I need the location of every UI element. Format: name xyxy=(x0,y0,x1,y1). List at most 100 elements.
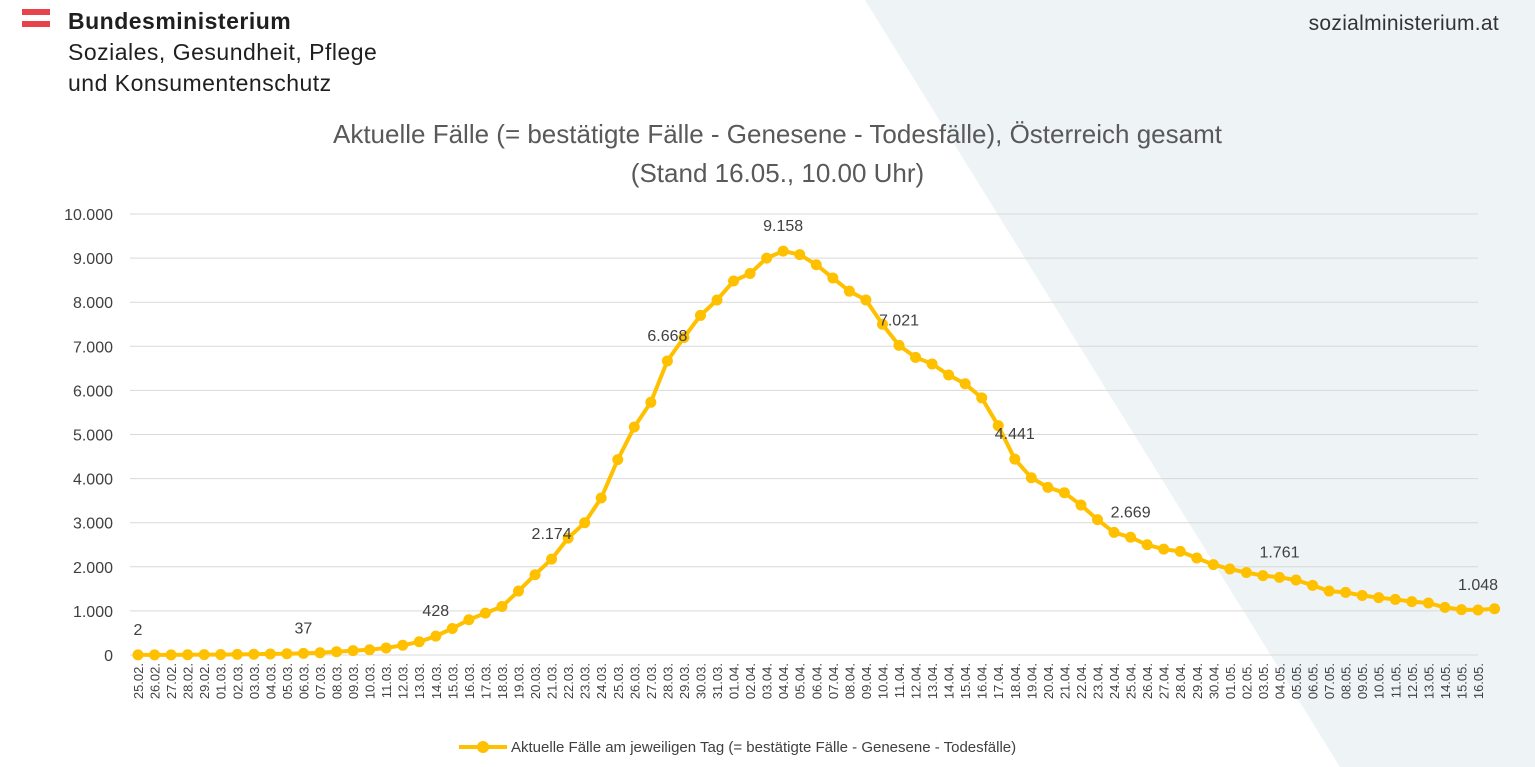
data-point xyxy=(728,275,740,287)
data-point xyxy=(314,647,326,659)
data-point xyxy=(331,646,343,658)
legend-label: Aktuelle Fälle am jeweiligen Tag (= best… xyxy=(511,738,1017,756)
data-label: 2 xyxy=(134,622,143,639)
data-point xyxy=(711,294,723,306)
data-point xyxy=(479,607,491,619)
data-point xyxy=(413,636,425,648)
x-tick-label: 15.04. xyxy=(958,663,973,699)
data-point xyxy=(1340,586,1352,598)
x-tick-label: 03.03. xyxy=(247,663,262,699)
flag-stripe-red-bottom xyxy=(22,21,50,27)
data-point xyxy=(264,648,276,660)
data-point xyxy=(1472,604,1484,616)
x-tick-label: 29.03. xyxy=(677,663,692,699)
x-tick-label: 04.03. xyxy=(263,663,278,699)
chart-title-line-1: Aktuelle Fälle (= bestätigte Fälle - Gen… xyxy=(332,119,1222,149)
data-point xyxy=(1108,526,1120,538)
x-tick-label: 29.04. xyxy=(1190,663,1205,699)
chart-title-line-2: (Stand 16.05., 10.00 Uhr) xyxy=(630,158,925,188)
x-tick-label: 27.02. xyxy=(164,663,179,699)
x-tick-label: 10.04. xyxy=(875,663,890,699)
x-tick-label: 31.03. xyxy=(710,663,725,699)
data-point xyxy=(744,268,756,280)
data-point xyxy=(910,351,922,363)
x-tick-label: 02.04. xyxy=(743,663,758,699)
data-point xyxy=(463,614,475,626)
ministry-line-2: Soziales, Gesundheit, Pflege xyxy=(68,39,378,65)
data-point xyxy=(1323,585,1335,597)
data-point xyxy=(1207,559,1219,571)
x-tick-label: 13.04. xyxy=(925,663,940,699)
x-tick-label: 12.03. xyxy=(396,663,411,699)
y-tick-label: 9.000 xyxy=(73,251,113,268)
x-tick-label: 27.04. xyxy=(1157,663,1172,699)
x-tick-label: 11.03. xyxy=(379,663,394,698)
x-tick-label: 25.02. xyxy=(131,663,146,699)
data-point xyxy=(843,285,855,297)
x-tick-label: 17.03. xyxy=(478,663,493,699)
data-point xyxy=(1240,567,1252,579)
data-point xyxy=(281,648,293,660)
x-tick-label: 06.05. xyxy=(1306,663,1321,699)
data-point xyxy=(794,249,806,261)
data-label: 2.669 xyxy=(1111,504,1151,521)
x-tick-label: 09.04. xyxy=(859,663,874,699)
data-point xyxy=(661,355,673,367)
x-tick-label: 04.04. xyxy=(776,663,791,699)
data-point xyxy=(397,639,409,651)
data-point xyxy=(430,630,442,642)
x-tick-label: 03.05. xyxy=(1256,663,1271,699)
x-tick-label: 07.03. xyxy=(313,663,328,699)
data-point xyxy=(496,600,508,612)
y-tick-label: 3.000 xyxy=(73,516,113,533)
data-point xyxy=(1455,604,1467,616)
x-tick-label: 25.04. xyxy=(1124,663,1139,699)
y-tick-label: 7.000 xyxy=(73,339,113,356)
chart-legend: Aktuelle Fälle am jeweiligen Tag (= best… xyxy=(459,737,1016,757)
data-point xyxy=(198,649,210,661)
x-tick-label: 08.05. xyxy=(1339,663,1354,699)
data-point xyxy=(628,421,640,433)
x-tick-label: 09.05. xyxy=(1355,663,1370,699)
x-tick-label: 30.03. xyxy=(693,663,708,699)
x-tick-label: 19.04. xyxy=(1024,663,1039,699)
x-tick-label: 28.02. xyxy=(181,663,196,699)
x-tick-label: 23.03. xyxy=(578,663,593,699)
x-tick-label: 16.05. xyxy=(1471,663,1486,699)
y-tick-label: 2.000 xyxy=(73,560,113,577)
x-tick-label: 13.03. xyxy=(412,663,427,699)
x-tick-label: 26.03. xyxy=(627,663,642,699)
ministry-line-3: und Konsumentenschutz xyxy=(68,70,332,96)
data-point xyxy=(860,294,872,306)
x-tick-label: 20.04. xyxy=(1041,663,1056,699)
data-point xyxy=(761,252,773,264)
data-label: 4.441 xyxy=(995,426,1035,443)
x-tick-label: 13.05. xyxy=(1421,663,1436,699)
flag-stripe-white xyxy=(22,15,50,21)
ministry-name: Bundesministerium Soziales, Gesundheit, … xyxy=(68,6,377,99)
x-tick-label: 17.04. xyxy=(991,663,1006,699)
data-point xyxy=(1422,597,1434,609)
x-tick-label: 18.04. xyxy=(1008,663,1023,699)
flag-stripe-red-top xyxy=(22,9,50,15)
data-point xyxy=(1042,481,1054,493)
x-tick-label: 27.03. xyxy=(644,663,659,699)
data-point xyxy=(827,272,839,284)
data-point xyxy=(876,318,888,330)
data-point xyxy=(810,259,822,271)
data-point xyxy=(562,532,574,544)
x-tick-label: 08.03. xyxy=(330,663,345,699)
data-point xyxy=(1406,596,1418,608)
data-point xyxy=(1092,514,1104,526)
x-tick-label: 28.04. xyxy=(1173,663,1188,699)
x-tick-label: 18.03. xyxy=(495,663,510,699)
data-point xyxy=(645,396,657,408)
data-label: 9.158 xyxy=(763,218,803,235)
website-url[interactable]: sozialministerium.at xyxy=(1308,12,1499,35)
data-label: 1.761 xyxy=(1259,544,1299,561)
data-point xyxy=(893,339,905,351)
x-tick-label: 24.03. xyxy=(594,663,609,699)
x-tick-label: 08.04. xyxy=(842,663,857,699)
x-tick-label: 07.04. xyxy=(826,663,841,699)
